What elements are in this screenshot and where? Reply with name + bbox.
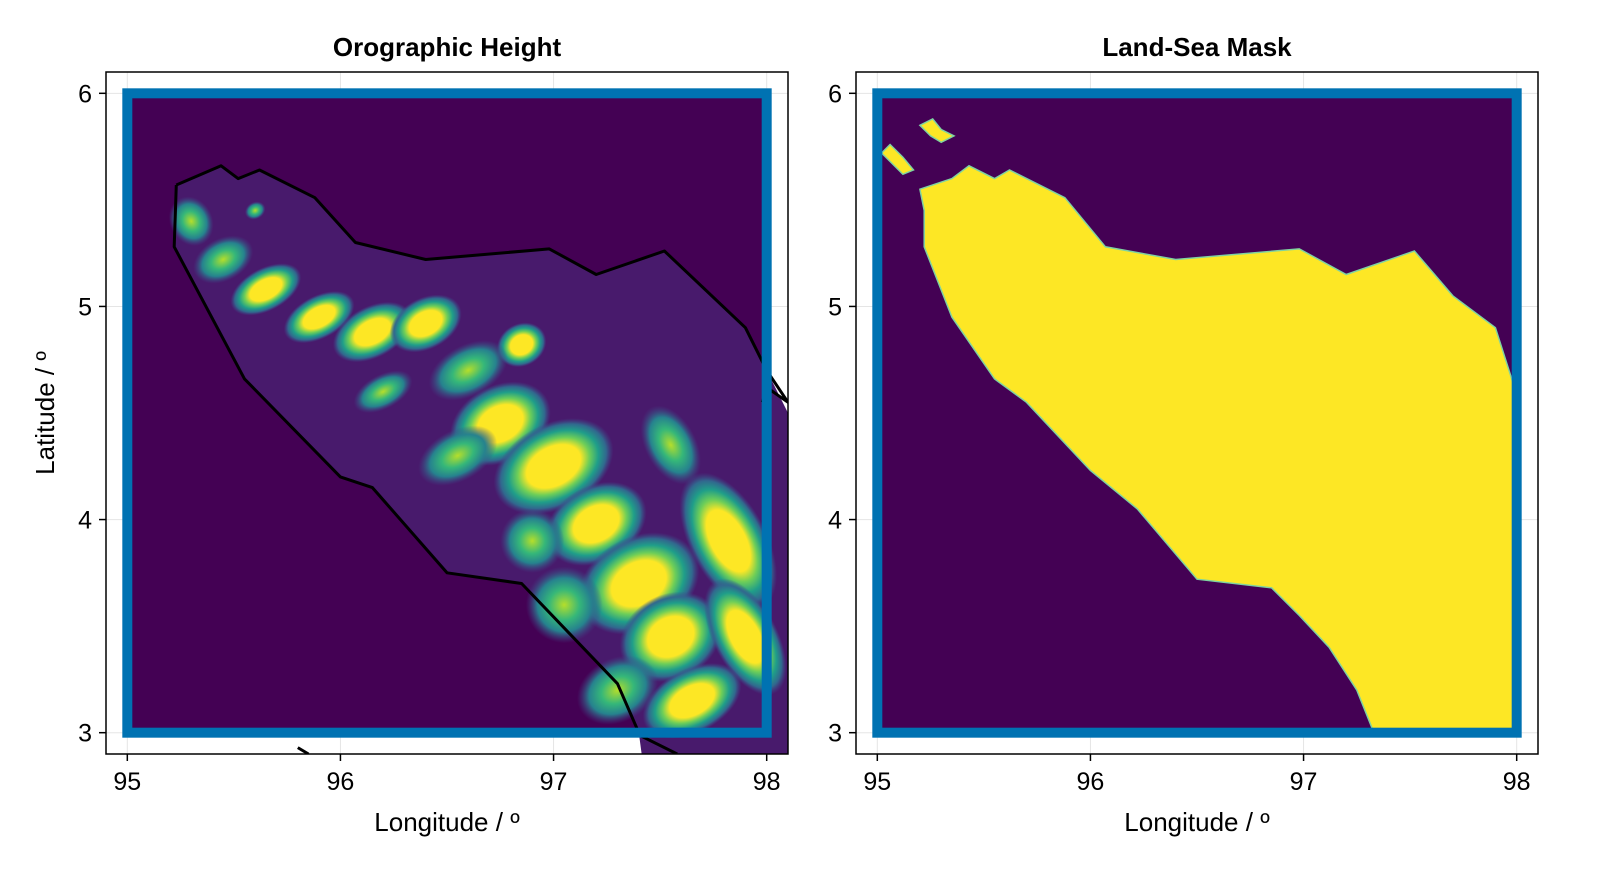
mountain-contour [640, 405, 701, 485]
coastline-segment [172, 184, 641, 734]
mountain-contour [283, 291, 355, 344]
mountain-contour [230, 263, 302, 316]
orographic-height-panel: Orographic Height 95 96 97 98 3 4 5 6 Longitud… [30, 32, 789, 837]
mask-y-tick-label: 6 [828, 80, 842, 108]
mask-x-tick-label: 96 [1077, 768, 1105, 796]
orographic-y-ticks: 3 4 5 6 [78, 80, 106, 748]
mountain-contour [496, 322, 547, 368]
mask-y-tick-label: 5 [828, 293, 842, 321]
orographic-x-tick-label: 96 [327, 768, 355, 796]
mask-axes-frame [855, 71, 1539, 755]
mountain-contour [428, 340, 508, 401]
mask-x-tick-label: 97 [1290, 768, 1318, 796]
mask-domain-box [872, 88, 1522, 738]
mask-x-ticks: 95 96 97 98 [863, 754, 1531, 796]
orographic-y-tick-label: 3 [78, 720, 92, 748]
mask-y-ticks: 3 4 5 6 [828, 80, 856, 748]
coastline-segment [175, 164, 788, 404]
mountain-contour [576, 655, 659, 725]
orographic-x-tick-label: 97 [540, 768, 568, 796]
land-sea-mask-title: Land-Sea Mask [1102, 32, 1292, 62]
land-mask-island [918, 117, 956, 144]
mask-x-tick-label: 95 [863, 768, 891, 796]
mountain-contour [679, 472, 778, 610]
mountain-contour [642, 663, 742, 739]
mountain-contour [353, 370, 413, 413]
orographic-y-tick-label: 6 [78, 80, 92, 108]
mountain-contour [193, 235, 254, 284]
mountain-contour [525, 566, 603, 644]
mask-x-axis-label: Longitude / º [1124, 807, 1270, 837]
orographic-height-title: Orographic Height [333, 32, 562, 62]
mountain-contour [500, 508, 565, 573]
mountain-contour [619, 591, 722, 682]
land-mask-island [880, 143, 915, 176]
orographic-x-tick-label: 98 [753, 768, 781, 796]
mountain-contour [332, 301, 412, 363]
mountain-contour [418, 425, 498, 486]
orographic-x-ticks: 95 96 97 98 [113, 754, 781, 796]
orographic-x-axis-label: Longitude / º [374, 807, 520, 837]
mask-x-tick-label: 98 [1503, 768, 1531, 796]
coastline-segment [297, 746, 310, 754]
orographic-domain-box [122, 88, 772, 738]
orographic-y-tick-label: 4 [78, 507, 92, 535]
orographic-mountain-contours [168, 196, 787, 739]
mountain-contour [389, 294, 462, 353]
orographic-y-axis-label: Latitude / º [30, 351, 60, 475]
mountain-contour [168, 196, 214, 246]
mask-y-tick-label: 4 [828, 507, 842, 535]
orographic-x-tick-label: 95 [113, 768, 141, 796]
orographic-y-tick-label: 5 [78, 293, 92, 321]
orographic-axes-frame [105, 71, 789, 755]
mask-y-tick-label: 3 [828, 720, 842, 748]
mountain-contour [244, 201, 266, 220]
land-sea-mask-panel: Land-Sea Mask 95 96 97 98 3 4 5 6 Longitude / … [828, 32, 1539, 837]
